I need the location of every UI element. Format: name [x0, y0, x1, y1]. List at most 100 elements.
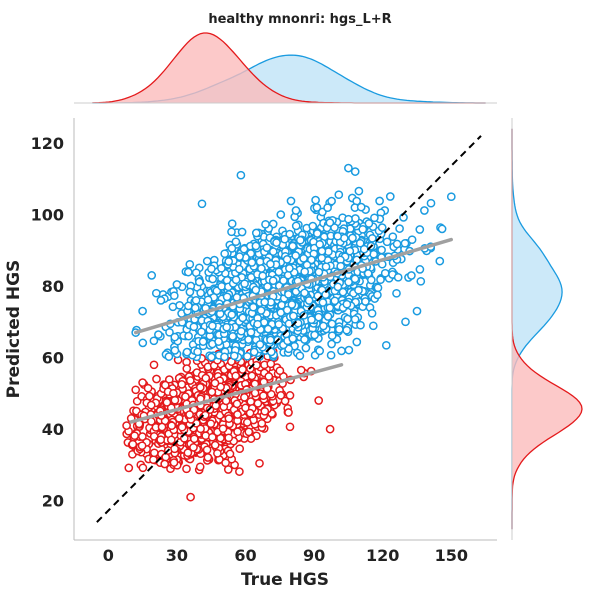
red-point — [206, 419, 216, 429]
red-point — [162, 398, 172, 407]
x-tick-label: 30 — [166, 546, 188, 565]
x-tick-label: 120 — [366, 546, 399, 565]
blue-point — [380, 268, 390, 278]
blue-point — [308, 221, 318, 231]
blue-point — [214, 337, 223, 346]
blue-point — [185, 259, 195, 269]
blue-point — [291, 221, 301, 231]
red-point — [149, 360, 159, 370]
blue-point — [151, 288, 161, 298]
red-top-kde-fill — [92, 33, 486, 103]
blue-point — [373, 283, 383, 293]
red-point — [233, 427, 242, 437]
blue-point — [234, 264, 244, 274]
blue-point — [272, 238, 281, 247]
red-point — [189, 443, 198, 452]
red-point — [255, 458, 264, 468]
blue-point — [248, 302, 258, 312]
blue-point — [266, 259, 275, 269]
red-point — [170, 395, 180, 405]
blue-point — [327, 196, 336, 206]
blue-point — [361, 297, 370, 306]
blue-point — [368, 321, 378, 331]
blue-point — [251, 285, 261, 295]
blue-point — [334, 325, 344, 334]
blue-point — [317, 253, 327, 263]
red-point — [170, 444, 179, 454]
blue-point — [260, 297, 270, 307]
blue-point — [321, 262, 331, 272]
blue-point — [286, 196, 296, 206]
blue-point — [367, 308, 377, 318]
red-point — [138, 378, 147, 387]
y-axis-label: Predicted HGS — [4, 260, 24, 399]
blue-point — [345, 246, 355, 256]
x-tick-label: 150 — [435, 546, 468, 565]
blue-point — [154, 330, 163, 339]
red-point — [253, 399, 263, 408]
red-point — [202, 445, 212, 455]
blue-point — [325, 218, 335, 227]
red-point — [201, 373, 211, 383]
red-point — [146, 400, 156, 410]
red-point — [242, 418, 252, 427]
red-point — [182, 364, 192, 373]
blue-point — [319, 321, 328, 331]
red-point — [275, 366, 285, 376]
blue-point — [231, 237, 241, 247]
blue-point — [268, 276, 278, 286]
red-point — [259, 391, 268, 401]
red-point — [137, 441, 147, 451]
red-point — [266, 359, 276, 369]
blue-point — [194, 277, 204, 287]
red-point — [183, 448, 193, 458]
red-point — [157, 422, 167, 432]
blue-point — [242, 351, 252, 361]
y-tick-label: 20 — [42, 492, 64, 511]
blue-point — [256, 306, 266, 315]
red-point — [218, 424, 228, 434]
red-point — [284, 408, 293, 417]
red-point — [189, 434, 199, 444]
red-point — [128, 439, 138, 449]
blue-point — [344, 214, 353, 224]
blue-point — [412, 306, 422, 316]
blue-point — [236, 326, 246, 336]
blue-point — [330, 296, 340, 306]
blue-point — [385, 192, 395, 201]
blue-point — [197, 327, 206, 337]
blue-point — [227, 219, 237, 229]
x-tick-label: 0 — [103, 546, 114, 565]
red-point — [325, 424, 335, 434]
blue-point — [416, 276, 426, 286]
red-point — [245, 408, 255, 418]
blue-point — [207, 264, 216, 274]
blue-point — [228, 332, 238, 341]
blue-point — [247, 258, 257, 267]
blue-point — [156, 296, 166, 305]
blue-point — [300, 267, 310, 277]
red-point — [224, 433, 234, 443]
blue-point — [333, 231, 343, 241]
blue-point — [274, 267, 284, 277]
blue-point — [315, 239, 325, 249]
blue-point — [291, 251, 301, 260]
blue-point — [337, 346, 346, 356]
blue-point — [395, 224, 404, 233]
red-point — [285, 422, 295, 432]
blue-point — [189, 322, 199, 332]
red-point — [203, 453, 213, 462]
red-point — [264, 372, 274, 381]
y-tick-label: 40 — [42, 420, 64, 439]
blue-point — [295, 351, 305, 361]
red-point — [166, 435, 176, 445]
blue-point — [310, 330, 319, 340]
red-point — [143, 383, 153, 393]
chart-title: healthy mnonri: hgs_L+R — [208, 12, 391, 27]
blue-point — [237, 227, 247, 237]
blue-point — [285, 264, 294, 273]
blue-point — [244, 335, 253, 344]
blue-point — [304, 296, 314, 305]
red-point — [207, 387, 217, 397]
